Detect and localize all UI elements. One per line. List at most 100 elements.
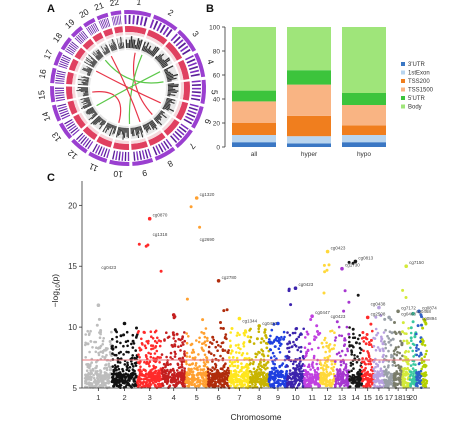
data-point xyxy=(393,330,397,334)
data-point xyxy=(299,374,303,378)
chromosome-label: 8 xyxy=(166,158,175,169)
data-point xyxy=(283,377,286,380)
data-point xyxy=(270,328,274,332)
data-point xyxy=(228,356,231,359)
data-point xyxy=(420,338,424,342)
data-point xyxy=(242,331,246,335)
histogram-bar xyxy=(97,54,102,59)
point-annotation: cg0447 xyxy=(315,310,330,315)
ideogram-stripe xyxy=(60,112,70,118)
peak-point xyxy=(340,266,344,271)
ideogram-stripe xyxy=(189,69,200,74)
chromosome-ideogram xyxy=(185,54,201,79)
ideogram-stripe xyxy=(67,123,76,130)
data-point xyxy=(323,338,326,342)
data-point xyxy=(421,365,425,368)
data-point xyxy=(229,369,233,373)
circos-link xyxy=(104,59,164,84)
data-point xyxy=(394,364,398,368)
histogram-bar xyxy=(116,126,120,138)
data-point xyxy=(166,361,169,364)
ideogram-stripe xyxy=(55,92,65,94)
data-point xyxy=(216,380,219,384)
data-point xyxy=(180,363,184,367)
data-point xyxy=(197,378,200,382)
histogram-bar xyxy=(104,123,111,133)
data-point xyxy=(254,355,258,359)
data-point xyxy=(286,331,289,334)
data-point xyxy=(342,344,346,348)
ideogram-stripe xyxy=(61,114,71,120)
data-point xyxy=(254,379,258,383)
data-point xyxy=(305,383,309,387)
data-point xyxy=(236,331,239,335)
data-point xyxy=(83,377,87,380)
data-point xyxy=(366,350,369,353)
data-point xyxy=(362,369,365,372)
data-point xyxy=(253,384,257,388)
data-point xyxy=(212,383,215,387)
data-point xyxy=(259,360,262,364)
data-point xyxy=(132,372,136,376)
data-point xyxy=(417,379,421,382)
legend-swatch xyxy=(401,70,405,75)
data-point xyxy=(194,356,197,359)
histogram-bar xyxy=(103,51,106,55)
data-point xyxy=(249,384,252,388)
data-point xyxy=(165,355,168,359)
data-point xyxy=(177,366,181,370)
histogram-bar xyxy=(98,118,103,123)
ideogram-stripe xyxy=(54,87,65,89)
data-point xyxy=(345,325,349,329)
ideogram-stripe xyxy=(107,17,111,27)
ideogram-stripe xyxy=(113,16,116,26)
histogram-bar xyxy=(105,51,108,55)
data-point xyxy=(356,293,360,297)
data-point xyxy=(127,374,130,377)
data-point xyxy=(84,341,87,345)
data-point xyxy=(302,380,306,384)
data-point xyxy=(175,332,179,336)
histogram-bar xyxy=(144,42,150,52)
data-point xyxy=(356,337,360,341)
histogram-bar xyxy=(166,73,179,79)
histogram-bar xyxy=(159,112,167,119)
data-point xyxy=(188,368,192,371)
data-point xyxy=(420,367,424,371)
histogram-bar xyxy=(167,80,172,82)
data-point xyxy=(356,371,360,374)
peak-point xyxy=(276,321,280,326)
chromosome-label: 22 xyxy=(109,0,120,8)
ideogram-stripe xyxy=(65,121,74,127)
data-point xyxy=(190,342,194,346)
ideogram-stripe xyxy=(186,112,196,118)
ideogram-stripe xyxy=(59,60,69,66)
data-point xyxy=(176,369,179,372)
data-point xyxy=(242,341,246,344)
x-tick-label: 19 xyxy=(402,393,410,402)
data-point xyxy=(132,380,136,383)
ideogram-stripe xyxy=(56,98,66,102)
data-point xyxy=(240,353,244,357)
data-point xyxy=(206,339,209,343)
data-point xyxy=(361,357,364,360)
data-point xyxy=(347,260,351,264)
data-point xyxy=(124,375,128,379)
histogram-bar xyxy=(106,123,110,128)
data-point xyxy=(419,352,423,356)
data-point xyxy=(364,363,368,366)
data-point xyxy=(166,379,170,382)
data-point xyxy=(342,309,346,313)
ideogram-stripe xyxy=(115,151,118,161)
ideogram-stripe xyxy=(124,15,127,25)
histogram-bar xyxy=(146,122,152,131)
ideogram-stripe xyxy=(103,148,108,158)
data-point xyxy=(113,369,116,372)
data-point xyxy=(376,378,380,381)
chromosome-inner-band xyxy=(82,38,94,50)
data-point xyxy=(326,356,330,360)
point-annotation: cg2780 xyxy=(222,275,237,280)
data-point xyxy=(280,382,284,386)
data-point xyxy=(190,383,193,386)
bar-segment xyxy=(342,125,386,135)
